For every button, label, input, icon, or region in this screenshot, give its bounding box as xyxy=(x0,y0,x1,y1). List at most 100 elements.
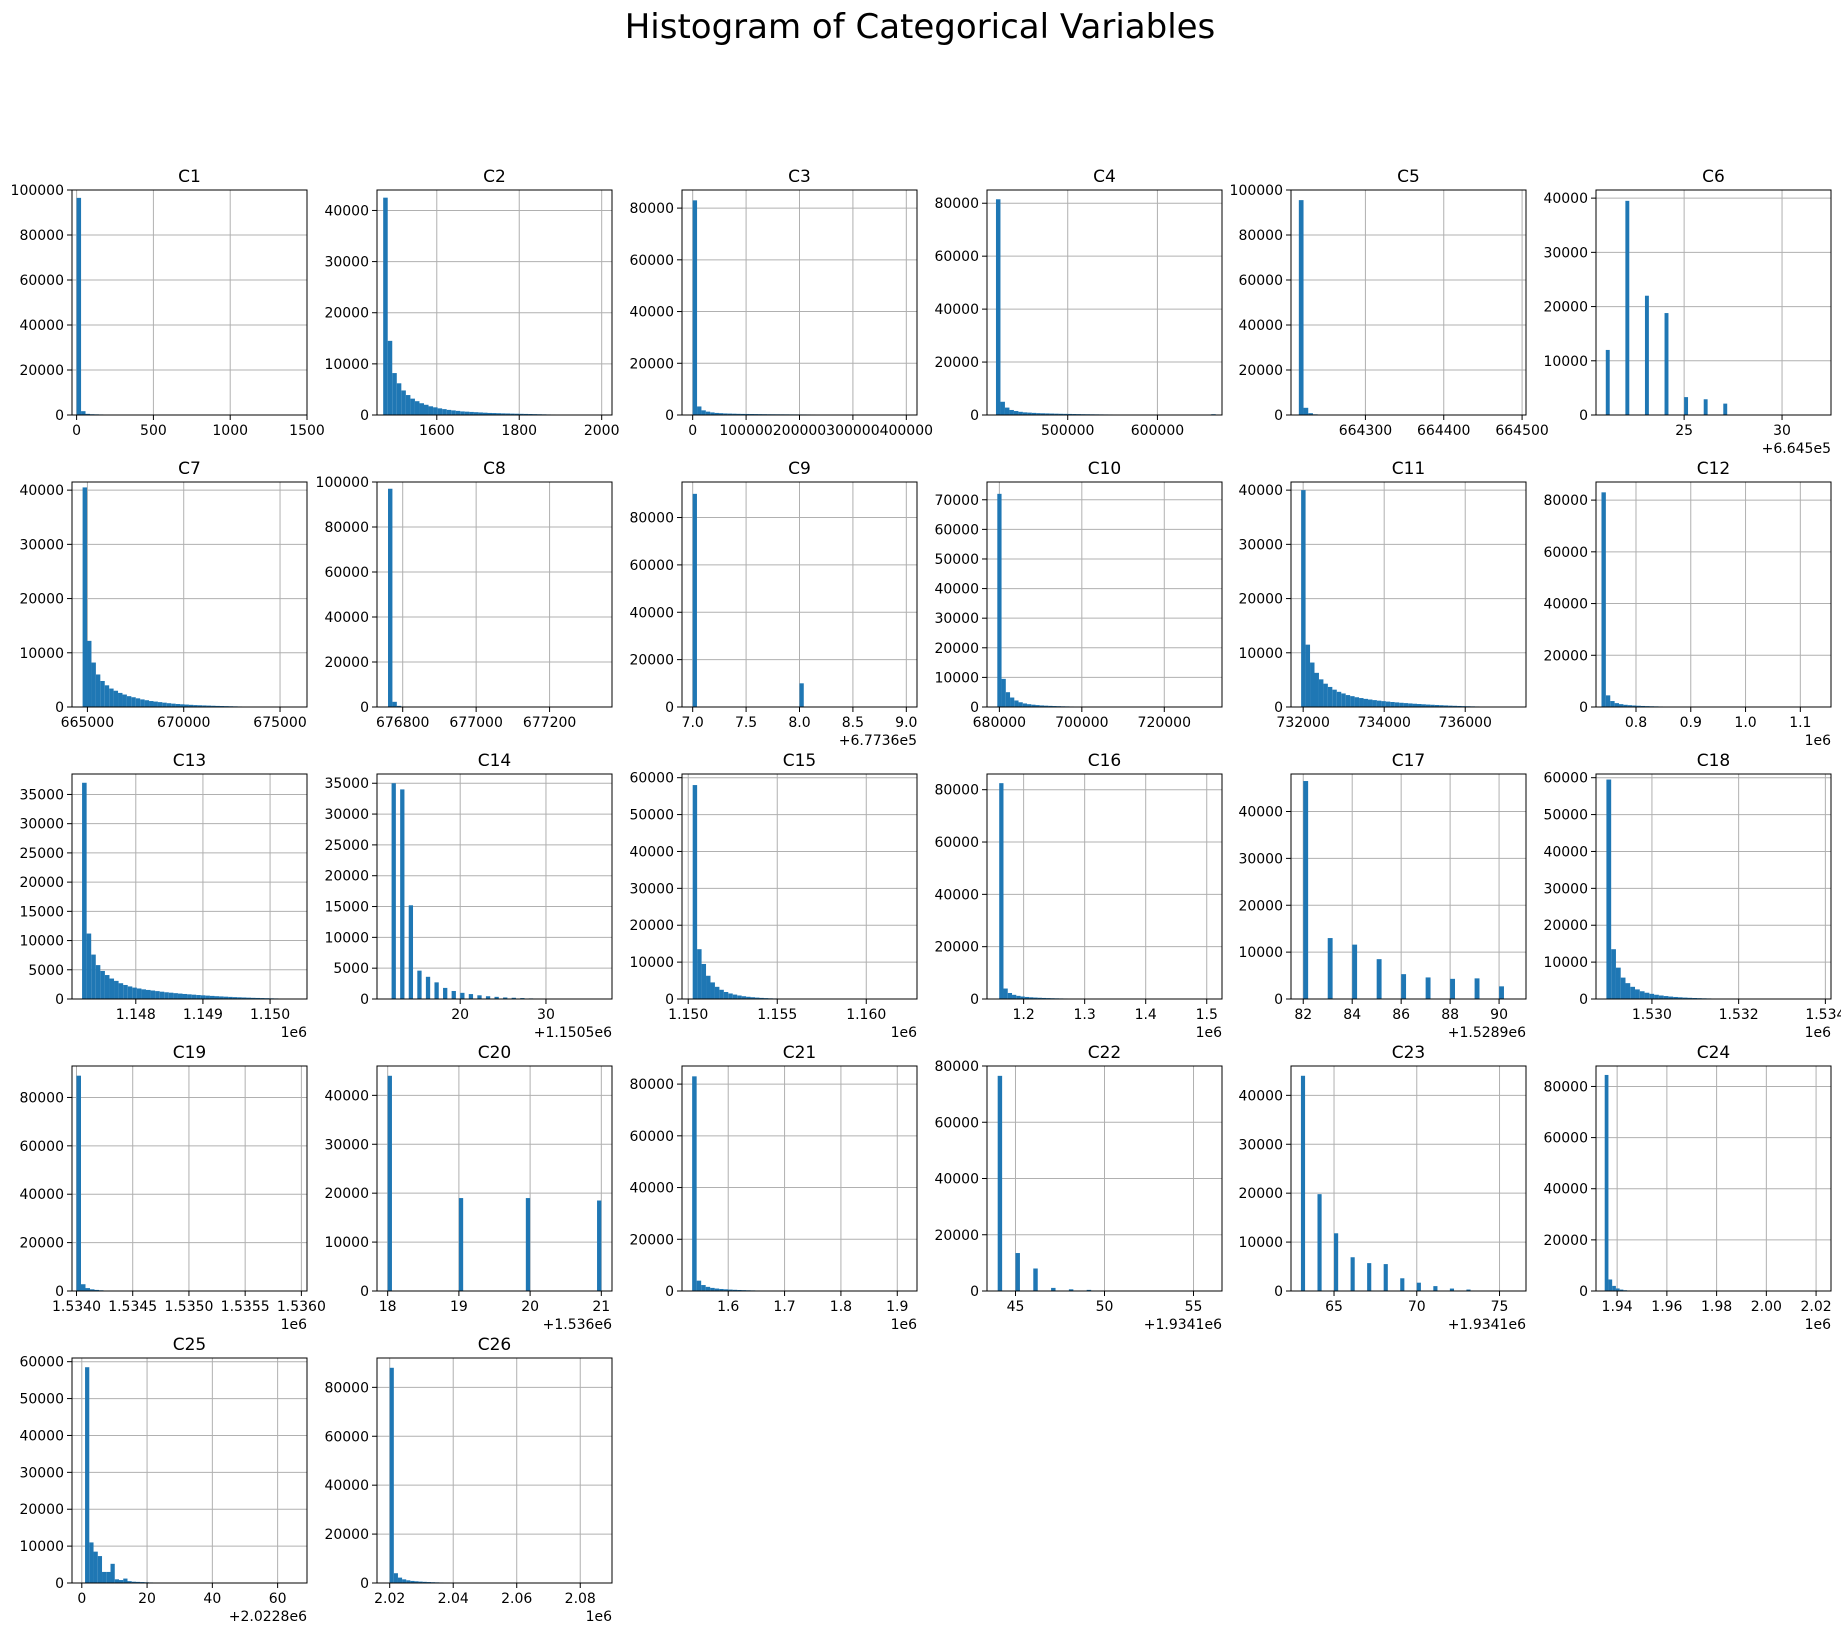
histogram-bar xyxy=(132,987,137,999)
axes-frame xyxy=(376,1357,613,1584)
y-tick-label: 80000 xyxy=(629,511,674,527)
x-tick-label: 676800 xyxy=(376,715,429,731)
x-tick-label: 100000 xyxy=(719,423,772,439)
histogram-bar xyxy=(482,412,488,415)
histogram-bar xyxy=(1051,1287,1056,1291)
y-tick-label: 0 xyxy=(970,700,979,716)
x-tick-label: 670000 xyxy=(157,715,210,731)
y-tick-label: 60000 xyxy=(19,1355,64,1371)
histogram-bar xyxy=(1649,993,1655,999)
histogram-bar xyxy=(1020,996,1025,999)
y-tick-label: 30000 xyxy=(629,881,674,897)
histogram-bar xyxy=(1383,1264,1388,1291)
y-tick-label: 20000 xyxy=(1543,1233,1588,1249)
x-tick-label: 7.5 xyxy=(735,715,757,731)
y-tick-label: 40000 xyxy=(629,1181,674,1197)
histogram-bar xyxy=(109,978,115,999)
histogram-bar xyxy=(391,783,396,999)
histogram-bar xyxy=(232,997,238,999)
y-tick-label: 40000 xyxy=(324,610,369,626)
y-tick-label: 80000 xyxy=(324,520,369,536)
y-tick-label: 80000 xyxy=(934,783,979,799)
y-tick-label: 0 xyxy=(360,1284,369,1300)
x-tick-label: 700000 xyxy=(1055,715,1108,731)
subplot-title: C7 xyxy=(178,459,201,479)
histogram-bar xyxy=(82,782,87,999)
x-tick-label: 1.0 xyxy=(1734,715,1756,731)
y-tick-label: 40000 xyxy=(1543,1182,1588,1198)
x-tick-label: 40 xyxy=(203,1591,221,1607)
histogram-bar xyxy=(759,997,764,999)
y-tick-label: 30000 xyxy=(1543,881,1588,897)
histogram-bar xyxy=(408,905,414,999)
histogram-bar xyxy=(451,410,456,415)
histogram-bar xyxy=(718,413,724,415)
y-tick-label: 10000 xyxy=(934,670,979,686)
x-tick-label: 1.149 xyxy=(183,1007,223,1023)
y-tick-label: 50000 xyxy=(629,808,674,824)
x-tick-label: 20 xyxy=(138,1591,156,1607)
x-tick-label: 2.04 xyxy=(438,1591,469,1607)
y-tick-label: 20000 xyxy=(629,1232,674,1248)
y-tick-label: 40000 xyxy=(629,605,674,621)
histogram-bar xyxy=(76,197,82,415)
histogram-bar xyxy=(80,1284,86,1291)
histogram-bar xyxy=(1003,988,1008,999)
y-tick-label: 60000 xyxy=(19,1139,64,1155)
y-tick-label: 15000 xyxy=(324,900,369,916)
y-tick-label: 30000 xyxy=(324,1137,369,1153)
histogram-bar xyxy=(85,1367,90,1583)
histogram-bar xyxy=(414,1581,419,1583)
histogram-bar xyxy=(1611,949,1616,999)
histogram-bar xyxy=(1450,978,1456,999)
x-tick-label: 8.5 xyxy=(842,715,864,731)
y-tick-label: 10000 xyxy=(1238,945,1283,961)
y-tick-label: 80000 xyxy=(629,1077,674,1093)
histogram-bar xyxy=(433,407,438,415)
histogram-bar xyxy=(1314,672,1319,707)
x-tick-label: 720000 xyxy=(1138,715,1191,731)
y-tick-label: 0 xyxy=(1579,408,1588,424)
histogram-bar xyxy=(400,789,405,999)
histogram-c6: C6 25 30 0 10000 20000 30000 40000 +6.645e5 xyxy=(1543,167,1832,457)
histogram-bar xyxy=(997,493,1002,707)
histogram-bar xyxy=(1639,991,1645,999)
histogram-bar xyxy=(397,1577,403,1583)
x-tick-label: 21 xyxy=(592,1299,610,1315)
histogram-c15: C15 1.150 1.155 1.160 0 10000 20000 30000 40000 5… xyxy=(629,751,918,1041)
axes-frame xyxy=(986,481,1223,708)
x-tick-label: 1.530 xyxy=(1632,1007,1672,1023)
histogram-bar xyxy=(1630,986,1636,999)
histogram-bar xyxy=(118,692,123,707)
histogram-bar xyxy=(745,413,750,415)
histogram-bar xyxy=(135,698,141,707)
histogram-bar xyxy=(1601,492,1606,707)
histogram-bar xyxy=(119,1580,124,1583)
histogram-bar xyxy=(799,683,804,707)
histogram-bar xyxy=(701,1285,706,1291)
histogram-bar xyxy=(1014,700,1019,707)
y-tick-label: 0 xyxy=(55,700,64,716)
y-tick-label: 0 xyxy=(1274,408,1283,424)
y-tick-label: 0 xyxy=(970,1284,979,1300)
axes-frame xyxy=(71,1357,308,1584)
histogram-bar xyxy=(492,413,497,415)
histogram-bar xyxy=(91,662,96,707)
histogram-bar xyxy=(93,1551,98,1583)
histogram-bar xyxy=(145,989,151,999)
histogram-bar xyxy=(211,705,216,707)
histogram-bar xyxy=(1604,1074,1609,1291)
y-tick-label: 40000 xyxy=(1238,483,1283,499)
histogram-bar xyxy=(1044,705,1049,707)
y-tick-label: 30000 xyxy=(1238,851,1283,867)
histogram-bar xyxy=(392,701,397,707)
x-offset-label: 1e6 xyxy=(891,1317,918,1333)
histogram-c4: C4 500000 600000 0 20000 40000 60000 80000 xyxy=(934,167,1223,439)
y-tick-label: 20000 xyxy=(1238,592,1283,608)
histogram-bar xyxy=(1640,705,1646,707)
histogram-bar xyxy=(434,982,439,999)
histogram-c14: C14 20 30 0 5000 10000 15000 20000 25000 30000 350… xyxy=(324,751,613,1041)
y-tick-label: 20000 xyxy=(19,1502,64,1518)
histogram-bar xyxy=(1605,349,1610,415)
histogram-bar xyxy=(1684,397,1689,415)
